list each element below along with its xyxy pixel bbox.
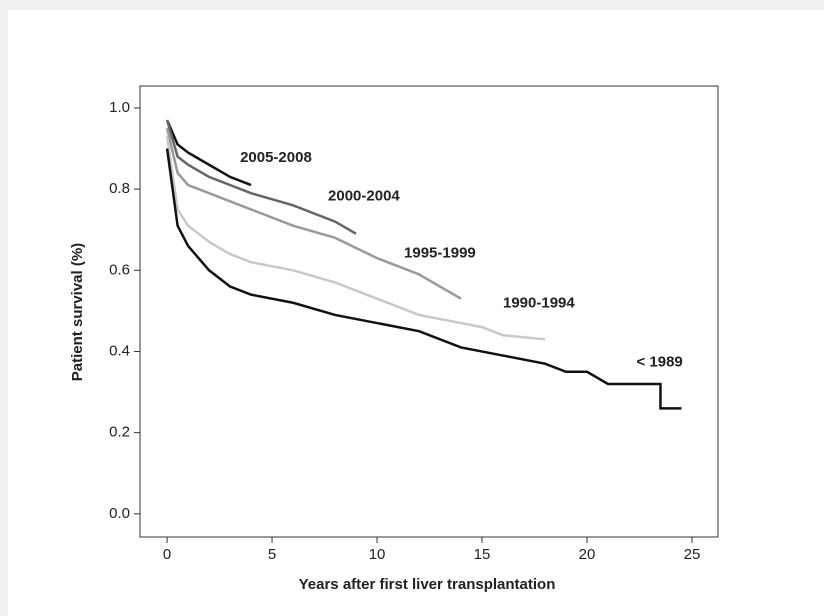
x-axis-label: Years after first liver transplantation	[299, 576, 556, 593]
y-axis-label: Patient survival (%)	[69, 243, 86, 381]
curve-label: 1990-1994	[503, 294, 575, 311]
curve-label: 1995-1999	[404, 245, 476, 262]
survival-curve	[165, 119, 252, 187]
y-tick-label: 0.0	[109, 505, 130, 522]
curve-label: 2005-2008	[240, 149, 312, 166]
x-tick-label: 10	[369, 546, 386, 563]
x-tick-label: 20	[579, 546, 596, 563]
survival-curve	[165, 127, 462, 300]
plot-frame	[139, 85, 719, 538]
y-tick-label: 0.4	[109, 342, 130, 359]
x-tick-label: 15	[474, 546, 491, 563]
y-tick-label: 0.8	[109, 180, 130, 197]
x-tick-label: 5	[268, 546, 276, 563]
survival-curve	[165, 136, 546, 341]
y-tick-label: 0.6	[109, 261, 130, 278]
survival-curve	[165, 119, 357, 235]
curve-label: < 1989	[636, 353, 682, 370]
survival-curve	[165, 148, 682, 410]
x-tick-label: 0	[163, 546, 171, 563]
y-tick-label: 0.2	[109, 424, 130, 441]
curve-label: 2000-2004	[328, 188, 400, 205]
y-tick-label: 1.0	[109, 99, 130, 116]
x-tick-label: 25	[684, 546, 701, 563]
